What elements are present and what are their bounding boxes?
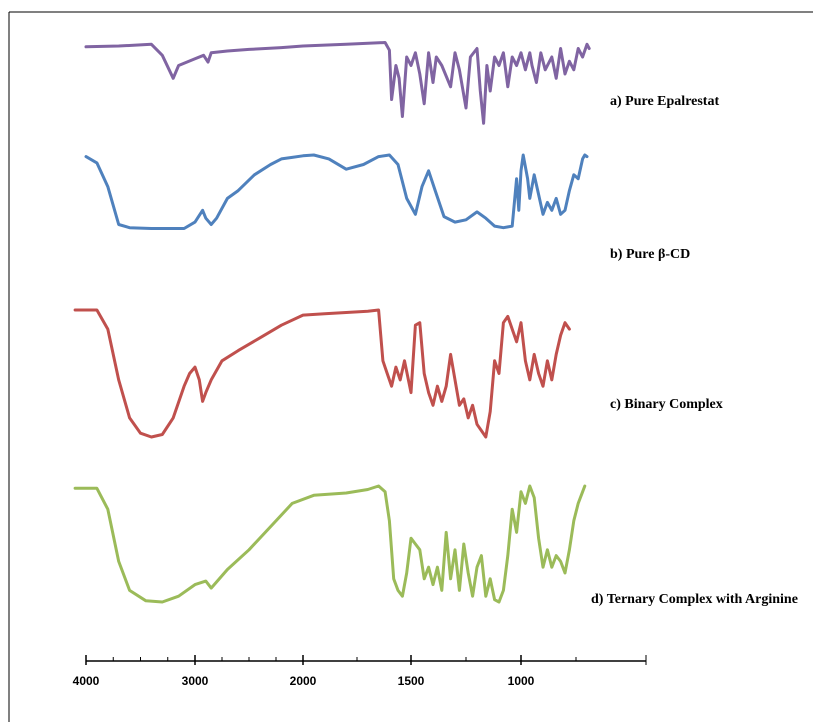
x-tick-label: 2000 bbox=[290, 674, 317, 688]
trace-labels: a) Pure Epalrestat b) Pure β-CD c) Binary … bbox=[591, 94, 798, 607]
series-label-4: d) Ternary Complex with Arginine bbox=[591, 592, 798, 607]
series-label-1: a) Pure Epalrestat bbox=[610, 94, 719, 109]
x-tick-label: 4000 bbox=[73, 674, 100, 688]
x-tick-label: 1000 bbox=[508, 674, 535, 688]
x-tick-label: 3000 bbox=[182, 674, 209, 688]
series-label-3: c) Binary Complex bbox=[610, 397, 723, 412]
spectrum-line-1 bbox=[84, 41, 591, 125]
spectrum-line-4 bbox=[73, 484, 587, 604]
series-label-2: b) Pure β-CD bbox=[610, 247, 690, 262]
spectrum-line-2 bbox=[84, 153, 589, 230]
spectrum-line-3 bbox=[73, 308, 571, 439]
spectra-traces bbox=[73, 41, 591, 604]
x-tick-label: 1500 bbox=[398, 674, 425, 688]
x-axis: 4000 3000 2000 1500 1000 bbox=[73, 655, 647, 688]
